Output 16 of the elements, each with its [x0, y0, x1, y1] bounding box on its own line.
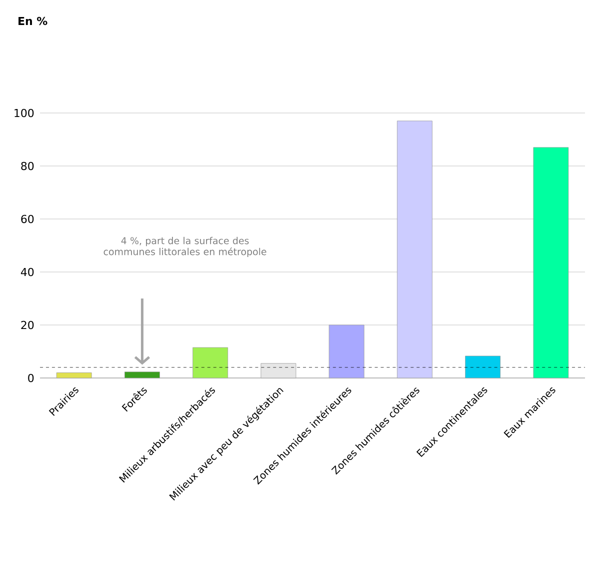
y-tick-label: 20	[21, 320, 34, 330]
bar	[396, 120, 432, 378]
bar	[260, 363, 296, 378]
y-tick-label: 40	[20, 268, 34, 276]
text: En %	[18, 16, 48, 26]
bar	[465, 356, 501, 378]
y-tick-label: 0	[28, 374, 34, 382]
y-tick-label: 100	[14, 108, 34, 118]
y-tick-label: 60	[21, 214, 34, 224]
bar	[124, 372, 160, 378]
bar	[192, 347, 228, 378]
bar	[56, 372, 92, 378]
y-tick-label: 80	[21, 162, 34, 170]
bar	[328, 324, 364, 378]
bar	[533, 147, 569, 378]
annotation: 4 %, part de la surface des communes littorales en métropole	[104, 236, 266, 258]
